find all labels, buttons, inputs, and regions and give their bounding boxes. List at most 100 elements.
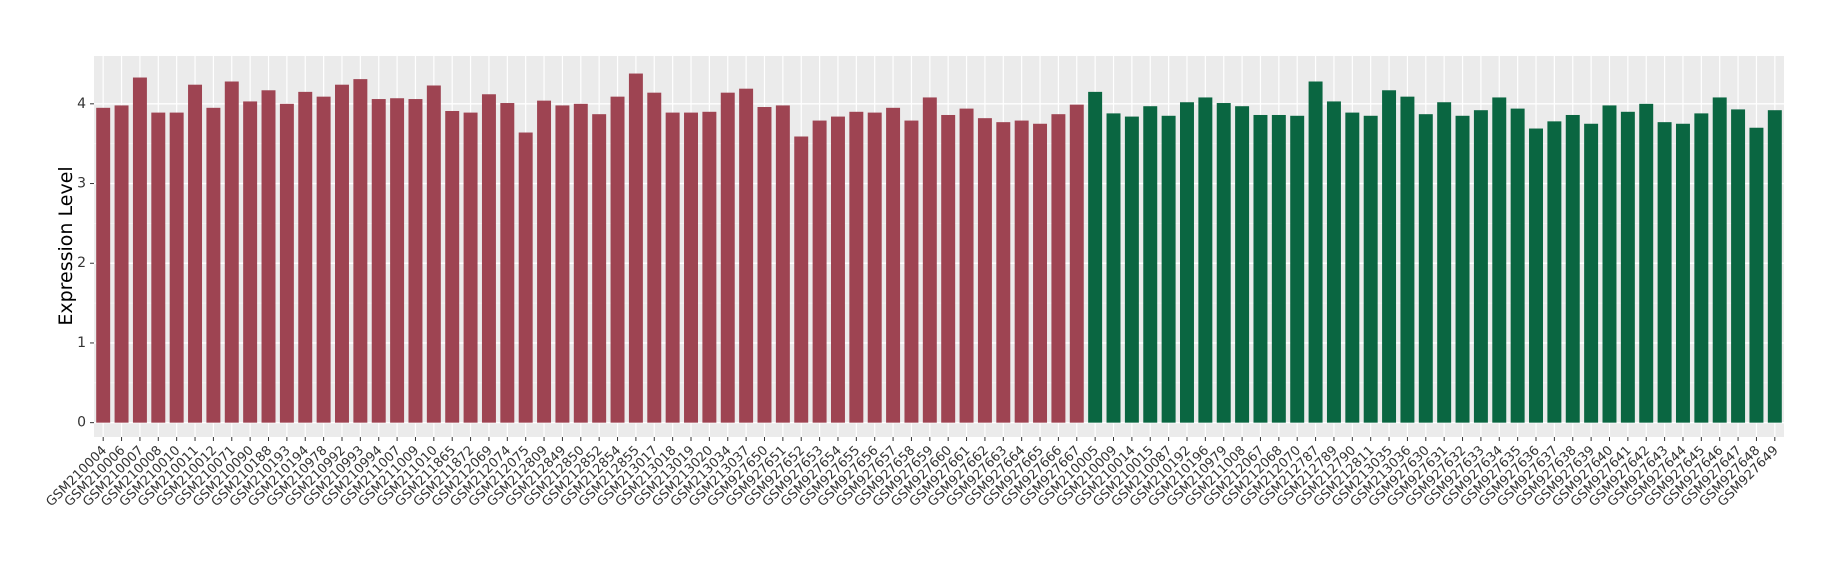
bar <box>371 99 386 423</box>
bar <box>573 103 588 423</box>
bar <box>702 111 717 423</box>
bar <box>647 92 662 423</box>
bar <box>1602 105 1617 423</box>
bar <box>1308 81 1323 423</box>
bar <box>1675 123 1690 423</box>
bar <box>1437 102 1452 423</box>
bar <box>1731 109 1746 423</box>
bar <box>261 90 276 423</box>
bar <box>1565 114 1580 423</box>
bar <box>1382 90 1397 423</box>
bar <box>1400 96 1415 423</box>
bar <box>1326 101 1341 423</box>
bar <box>922 97 937 423</box>
bar <box>1767 110 1782 423</box>
bar <box>1418 114 1433 423</box>
bar <box>739 88 754 423</box>
bar <box>1345 112 1360 423</box>
bar <box>1510 108 1525 423</box>
bar <box>886 107 901 423</box>
bar <box>114 105 129 423</box>
bar <box>1253 114 1268 423</box>
bar <box>665 112 680 423</box>
bar <box>1547 121 1562 423</box>
bar <box>96 107 111 423</box>
bar <box>390 98 405 423</box>
bar <box>1363 115 1378 423</box>
bar <box>977 118 992 423</box>
bar <box>445 110 460 423</box>
bar <box>1124 116 1139 423</box>
bar <box>941 114 956 423</box>
bar <box>316 96 331 423</box>
bar <box>206 107 221 423</box>
bar <box>188 84 203 423</box>
bar <box>1014 120 1029 423</box>
bar <box>1712 97 1727 423</box>
bar <box>849 111 864 423</box>
bar <box>610 96 625 423</box>
bar <box>996 122 1011 423</box>
bar <box>684 112 698 423</box>
bar <box>1088 91 1103 423</box>
bar <box>243 101 258 423</box>
bar <box>812 120 827 423</box>
bar <box>904 120 919 423</box>
bar <box>1161 115 1176 423</box>
bar <box>1657 122 1672 423</box>
bar <box>151 112 166 423</box>
bar <box>1455 115 1470 423</box>
bar <box>463 112 478 423</box>
bar <box>1235 106 1250 423</box>
bar <box>1051 114 1066 423</box>
bar <box>1473 110 1488 423</box>
bar <box>720 92 735 423</box>
bar <box>1180 102 1194 423</box>
bar <box>481 94 496 423</box>
bar <box>1584 123 1599 423</box>
bar <box>1639 103 1654 423</box>
bar <box>830 116 845 423</box>
bar <box>775 105 790 423</box>
y-axis-label: Expression Level <box>55 166 77 325</box>
bar <box>537 100 552 423</box>
bar <box>592 114 607 423</box>
bar <box>353 79 368 423</box>
bar <box>1106 113 1121 423</box>
bar <box>959 108 974 423</box>
bar <box>1492 97 1507 423</box>
bar <box>867 112 882 423</box>
bar <box>426 85 441 423</box>
bar <box>1033 123 1048 423</box>
bar <box>1749 127 1764 423</box>
y-tick-label: 1 <box>77 335 86 351</box>
bar <box>298 91 313 423</box>
bar <box>1529 128 1543 423</box>
bar <box>224 81 239 423</box>
bar <box>169 112 184 423</box>
bar <box>408 99 423 423</box>
bar <box>1290 115 1305 423</box>
bar <box>1216 103 1231 423</box>
y-tick-label: 4 <box>77 96 86 112</box>
bar <box>1620 111 1635 423</box>
bar <box>1069 104 1084 423</box>
bar <box>1198 97 1213 423</box>
y-tick-label: 3 <box>77 176 86 192</box>
y-tick-label: 0 <box>77 415 86 431</box>
bar <box>335 84 349 423</box>
y-tick-label: 2 <box>77 255 86 271</box>
bar <box>279 103 294 423</box>
bar <box>1143 106 1158 423</box>
bar <box>1271 114 1286 423</box>
bar <box>794 136 809 423</box>
bar <box>555 105 570 423</box>
bar <box>757 107 772 423</box>
bar <box>132 77 147 423</box>
bar <box>518 132 533 423</box>
bar <box>500 103 515 423</box>
bar <box>1694 113 1709 423</box>
bar <box>628 73 643 423</box>
